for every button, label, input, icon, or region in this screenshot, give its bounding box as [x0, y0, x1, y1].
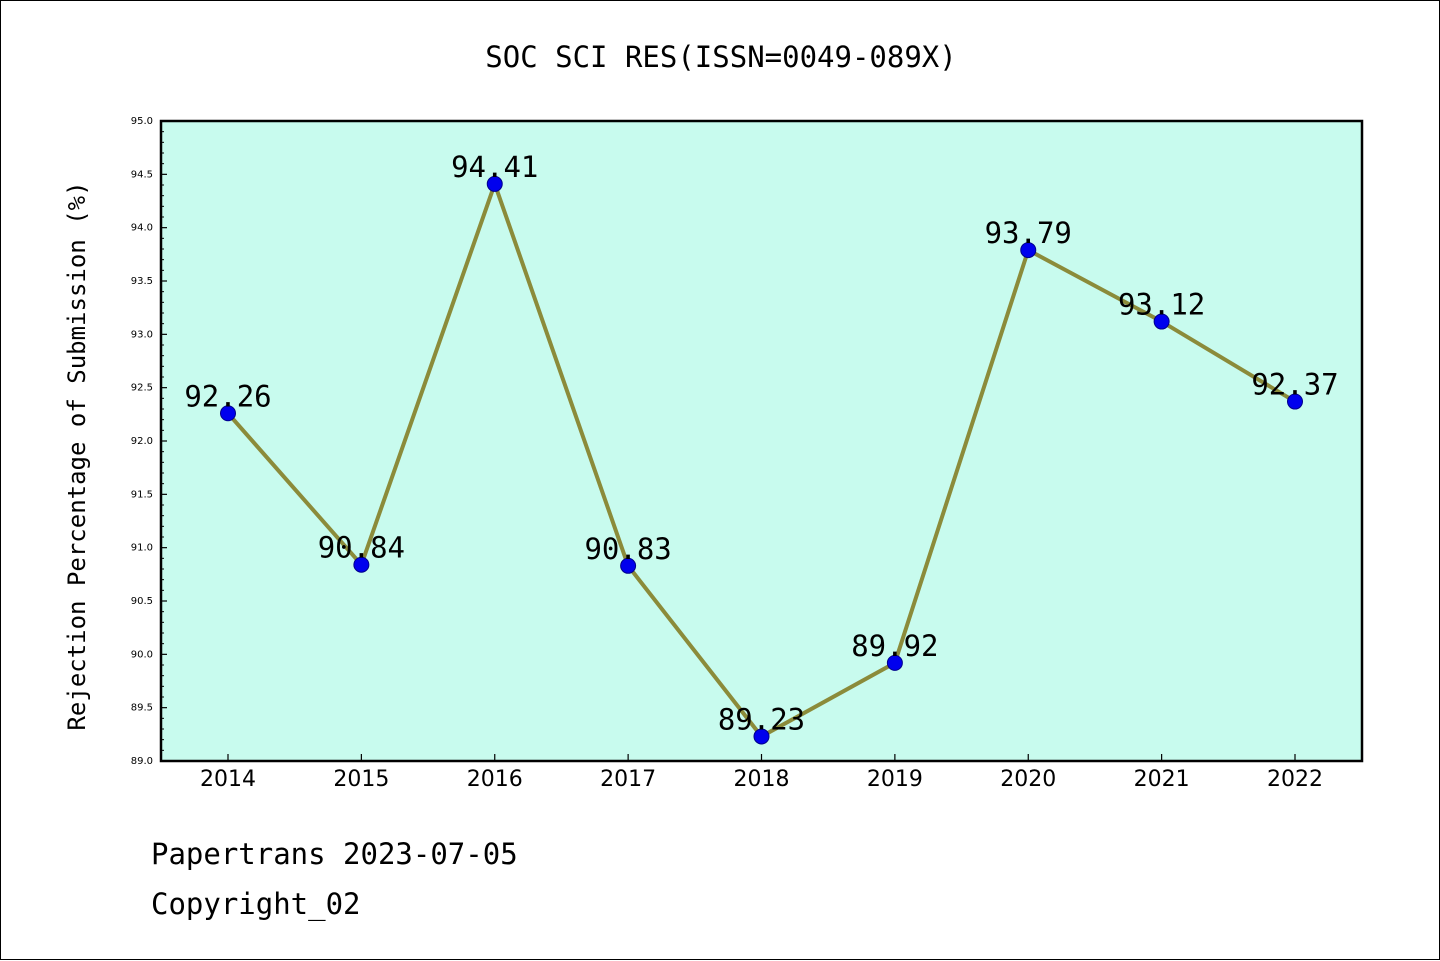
x-tick-label: 2019	[867, 767, 923, 792]
y-tick-label: 93.5	[131, 276, 153, 287]
footer-copyright: Copyright_02	[151, 887, 361, 921]
data-label: 89.92	[851, 629, 938, 663]
data-label: 93.12	[1118, 288, 1205, 322]
x-tick-label: 2015	[333, 767, 389, 792]
data-point	[1020, 242, 1037, 259]
plot-area	[161, 121, 1362, 761]
x-axis-ticks: 2014 2015 2016 2017 2018 2019 2020 2021 2022	[200, 754, 1323, 792]
data-label: 89.23	[718, 702, 805, 736]
data-point	[486, 175, 503, 192]
data-point	[753, 728, 770, 745]
y-tick-label: 94.5	[131, 169, 153, 180]
chart-title: SOC SCI RES(ISSN=0049-089X)	[485, 40, 956, 74]
data-point	[886, 654, 903, 671]
y-axis-label: Rejection Percentage of Submission (%)	[63, 181, 91, 730]
y-tick-label: 95.0	[131, 116, 153, 127]
data-label: 90.83	[584, 532, 671, 566]
x-tick-label: 2020	[1000, 767, 1056, 792]
y-tick-label: 93.0	[131, 329, 153, 340]
x-tick-label: 2022	[1267, 767, 1323, 792]
y-tick-label: 90.0	[131, 649, 153, 660]
data-label: 93.79	[985, 216, 1072, 250]
x-tick-label: 2014	[200, 767, 256, 792]
y-tick-label: 92.5	[131, 383, 153, 394]
footer-date: Papertrans 2023-07-05	[151, 837, 518, 871]
x-tick-label: 2021	[1134, 767, 1190, 792]
x-tick-label: 2016	[467, 767, 523, 792]
data-label: 90.84	[318, 531, 405, 565]
y-tick-label: 94.0	[131, 223, 153, 234]
x-tick-label: 2017	[600, 767, 656, 792]
data-point	[220, 405, 236, 422]
y-tick-label: 91.5	[131, 489, 153, 500]
y-tick-label: 91.0	[131, 543, 153, 554]
y-tick-label: 89.5	[131, 703, 153, 714]
data-label: 92.37	[1251, 368, 1338, 402]
data-point	[1153, 313, 1170, 330]
data-point	[353, 556, 370, 573]
data-point	[1287, 393, 1303, 410]
y-tick-label: 89.0	[131, 756, 153, 767]
y-tick-label: 92.0	[131, 436, 153, 447]
y-tick-label: 90.5	[131, 596, 153, 607]
series-line-group: 92.26 90.84 94.41 90.83 89.23 89.92 93.79 93.12…	[184, 150, 1339, 745]
plot-border	[159, 119, 1364, 763]
data-point	[620, 557, 637, 574]
data-label: 92.26	[184, 379, 271, 413]
x-tick-label: 2018	[734, 767, 790, 792]
data-label: 94.41	[451, 150, 538, 184]
